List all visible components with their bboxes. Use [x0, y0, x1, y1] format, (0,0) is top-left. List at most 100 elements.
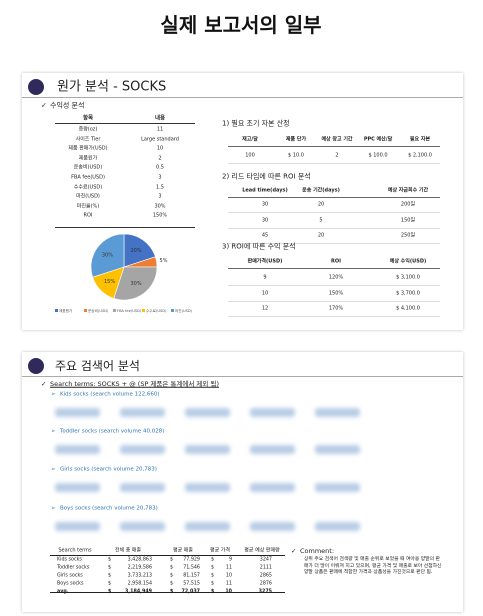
cell: 2,958,154 [127, 581, 152, 587]
column-header: 예상 창고 기간 [321, 136, 353, 143]
blurred-figure [250, 483, 295, 492]
cell: 마진(USD) [76, 193, 100, 200]
group-title: Toddler socks (search volume 40,028) [51, 429, 164, 435]
blurred-figure [315, 408, 360, 417]
slide-title: 주요 검색어 분석 [55, 359, 140, 373]
cell: $ [108, 581, 112, 587]
table-rule [228, 316, 440, 318]
cell: Kids socks [57, 557, 82, 563]
column-header: 필요 자본 [409, 136, 431, 143]
logo [28, 79, 44, 95]
cell: 2865 [259, 573, 272, 579]
cell: 72,037 [181, 589, 200, 595]
group-title: Kids socks (search volume 122,660) [51, 392, 160, 398]
cell: 2111 [259, 565, 272, 571]
cell: 10 [225, 589, 232, 595]
legend-swatch [55, 309, 58, 312]
cell: 30% [154, 203, 166, 210]
cell: $ [170, 565, 174, 571]
cell: 사이즈 Tier [75, 136, 101, 143]
page-title: 실제 보고서의 일부 [160, 13, 322, 37]
cell: 중량(oz) [78, 126, 98, 133]
table-rule [228, 300, 440, 302]
cell: FBA fee(USD) [71, 174, 105, 181]
cell: $ [170, 573, 174, 579]
group-title: Boys socks (search volume 20,783) [51, 506, 158, 512]
cell: 3247 [259, 557, 272, 563]
cell: Toddler socks [57, 565, 90, 571]
comment-title: Comment: [291, 548, 334, 555]
table-rule [228, 285, 440, 286]
blurred-figure [55, 445, 100, 454]
cell: 3275 [258, 589, 272, 595]
blurred-figure [315, 483, 360, 492]
cell: 30 [261, 201, 269, 208]
blurred-figure [55, 483, 100, 492]
column-header: 예상 자금회수 기간 [387, 187, 429, 194]
cell: 12 [261, 305, 269, 312]
search-terms: Search terms: SOCKS + @ (SP 제품은 통계에서 제외 … [41, 381, 219, 388]
legend-label: 운송비(USD) [88, 308, 109, 313]
cell: $ [211, 565, 215, 571]
legend-swatch [84, 309, 87, 312]
data-label: 15% [104, 279, 115, 285]
pie-slice [90, 233, 125, 278]
cell: 30 [261, 217, 269, 223]
blurred-figure [120, 408, 165, 417]
cell: 제품원가 [78, 155, 98, 162]
cell: $ 3,700.0 [396, 290, 420, 297]
cell: 2 [158, 155, 162, 162]
table-rule [50, 592, 285, 593]
cell: 120% [328, 274, 344, 281]
cell: $ 2,100.0 [408, 152, 432, 159]
cell: $ [211, 581, 215, 587]
column-header: 운송 기간(days) [302, 187, 340, 194]
cell: $ 3,100.0 [396, 274, 420, 281]
table-rule [228, 212, 440, 213]
cell: $ 4,100.0 [396, 305, 420, 312]
cell: 3,733,213 [127, 573, 152, 579]
cell: 81,157 [183, 573, 200, 579]
subsection-title: 3) ROI에 따른 수익 분석 [222, 242, 296, 251]
table-rule [228, 146, 440, 147]
table-rule [50, 555, 285, 556]
cell: $ [211, 573, 215, 579]
cell: 71,546 [183, 565, 200, 571]
blurred-figure [250, 522, 295, 531]
cell: 10 [156, 145, 164, 152]
blurred-figure [315, 445, 360, 454]
cell: 150일 [400, 217, 416, 223]
cell: 1.5 [156, 184, 164, 191]
column-header: 판매가격(USD) [247, 258, 283, 265]
data-label: 20% [130, 248, 141, 254]
blurred-figure [55, 408, 100, 417]
cell: 운송비(USD) [73, 164, 103, 171]
comment-text: 상위 주요 검색어 검색량 및 매출 순위로 보았을 때 여아용 양말의 판매가… [304, 557, 442, 576]
cell: 200일 [400, 201, 416, 208]
cell: 수수료(USD) [73, 184, 103, 191]
blurred-figure [120, 445, 165, 454]
pie-slice [113, 266, 158, 301]
column-header: 내용 [154, 115, 166, 122]
cell: $ [108, 557, 112, 563]
cell: 2 [335, 152, 339, 159]
legend-label: 마진(USD) [175, 308, 193, 313]
blurred-figure [250, 445, 295, 454]
data-label: 30% [102, 252, 113, 258]
slide-title: 원가 분석 - SOCKS [57, 79, 167, 95]
blurred-figure [185, 445, 230, 454]
legend-swatch [113, 309, 116, 312]
table-rule [55, 227, 195, 228]
title-rule [22, 97, 463, 98]
cell: 11 [225, 565, 232, 571]
cell: 45 [261, 232, 269, 239]
column-header: 평균 예상 판매량 [244, 547, 280, 554]
column-header: 항목 [82, 115, 94, 122]
table-rule [55, 123, 195, 124]
cell: $ [170, 581, 174, 587]
cell: $ [211, 589, 215, 595]
cell: 9 [228, 557, 232, 563]
cell: 11 [225, 581, 232, 587]
cell: 2,219,586 [127, 565, 152, 571]
